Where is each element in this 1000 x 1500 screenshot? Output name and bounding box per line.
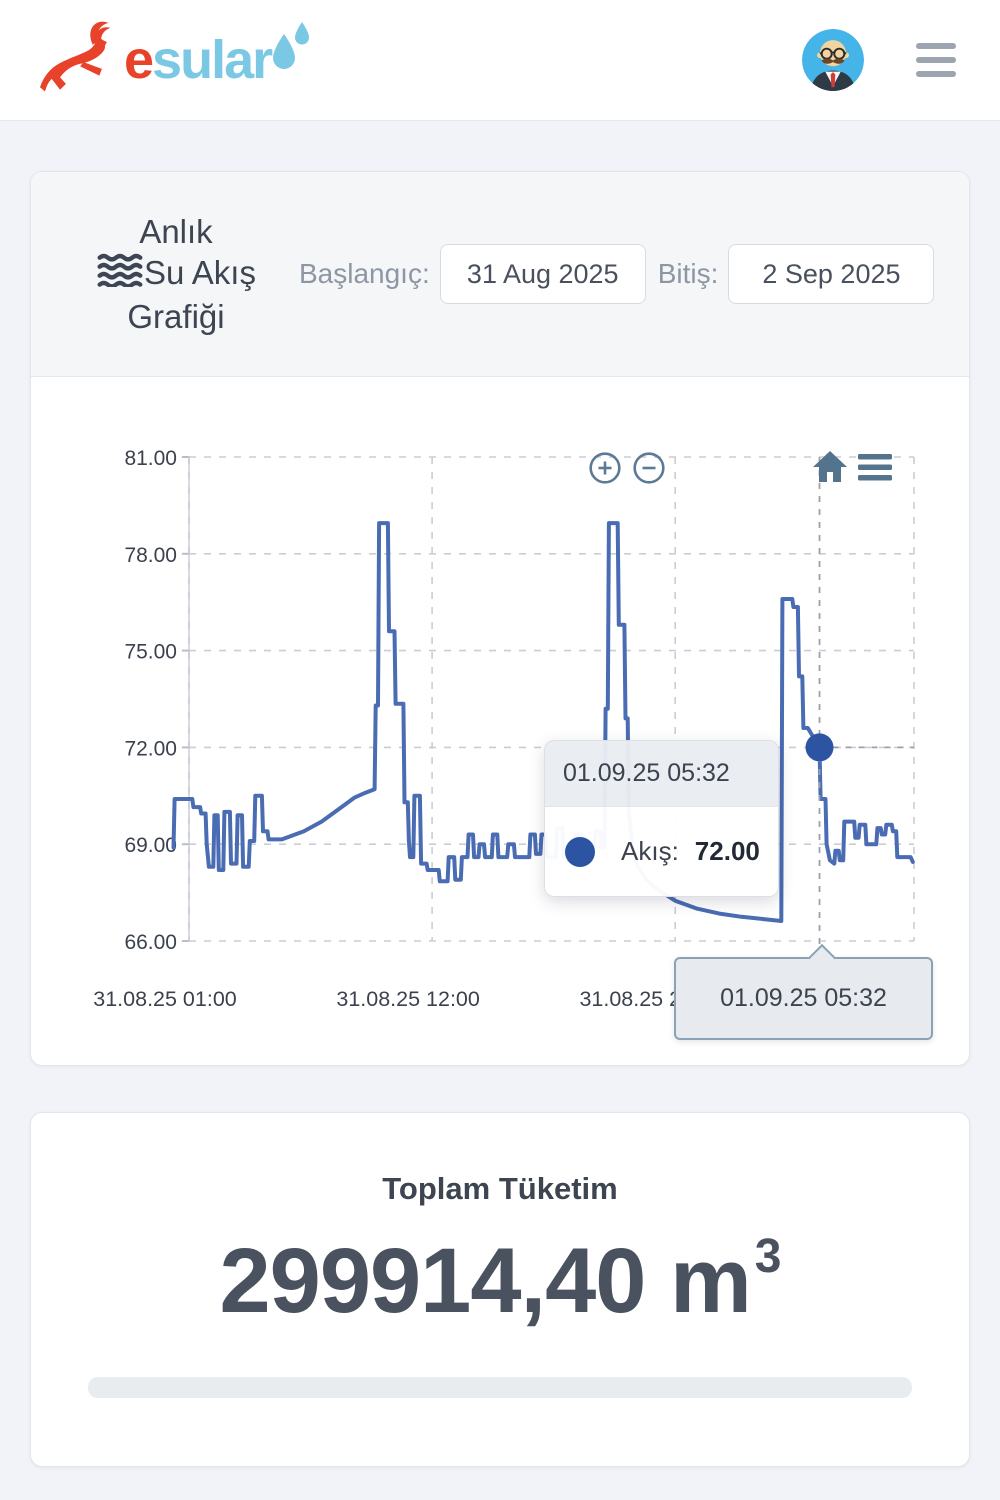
hamburger-icon bbox=[916, 71, 956, 77]
end-date-label: Bitiş: bbox=[657, 258, 719, 289]
chart-area: 81.00 78.00 75.00 72.00 69.00 66.00 31.08.25 0… bbox=[31, 377, 969, 1065]
chart-tooltip: 01.09.25 05:32 Akış: 72.00 bbox=[544, 740, 779, 897]
x-axis-label: 31.08.25 01:00 bbox=[93, 987, 237, 1011]
y-axis-label: 72.00 bbox=[124, 737, 177, 760]
goat-logo-icon bbox=[40, 15, 132, 106]
zoom-in-icon bbox=[589, 452, 621, 484]
y-axis-label: 69.00 bbox=[124, 834, 177, 857]
logo-letter-e: e bbox=[124, 30, 154, 90]
hamburger-icon bbox=[916, 43, 956, 49]
axis-date-tooltip: 01.09.25 05:32 bbox=[674, 943, 933, 1040]
y-axis-label: 66.00 bbox=[124, 931, 177, 954]
logo-word-sular: sular bbox=[152, 30, 273, 90]
user-avatar[interactable] bbox=[802, 29, 864, 91]
chart-title-line3: Grafiği bbox=[127, 298, 225, 335]
progress-track bbox=[88, 1377, 912, 1398]
series-dot-icon bbox=[565, 836, 595, 867]
x-axis-label: 31.08.25 12:00 bbox=[336, 987, 480, 1011]
flow-line bbox=[171, 521, 915, 923]
marker-dot bbox=[805, 733, 834, 762]
top-bar: esular bbox=[0, 0, 1000, 121]
hamburger-menu-button[interactable] bbox=[912, 39, 960, 81]
total-consumption-title: Toplam Tüketim bbox=[382, 1171, 618, 1206]
total-consumption-value: 299914,40 m3 bbox=[219, 1230, 782, 1332]
axis-tooltip-label: 01.09.25 05:32 bbox=[720, 984, 887, 1012]
top-bar-actions bbox=[802, 29, 960, 91]
home-reset-button[interactable] bbox=[812, 450, 848, 483]
chart-menu-icon bbox=[858, 454, 892, 481]
flow-chart-card: Anlık Su Akış Grafiği bbox=[30, 171, 970, 1066]
page-content: Anlık Su Akış Grafiği bbox=[0, 121, 1000, 1467]
water-waves-icon bbox=[96, 253, 143, 296]
chart-title-line1: Anlık bbox=[139, 213, 213, 250]
hamburger-icon bbox=[916, 57, 956, 63]
zoom-in-button[interactable] bbox=[588, 451, 622, 485]
app-logo: esular bbox=[40, 15, 311, 106]
chart-title: Anlık Su Akış Grafiği bbox=[81, 211, 271, 337]
chart-title-line2: Su Akış bbox=[81, 252, 271, 296]
end-date-input[interactable]: 2 Sep 2025 bbox=[728, 244, 935, 304]
chart-menu-button[interactable] bbox=[858, 454, 892, 481]
y-axis-label: 75.00 bbox=[124, 641, 177, 664]
tooltip-timestamp: 01.09.25 05:32 bbox=[544, 740, 779, 807]
zoom-out-icon bbox=[633, 452, 665, 484]
zoom-out-button[interactable] bbox=[632, 451, 666, 485]
tooltip-series-label: Akış: bbox=[621, 836, 679, 866]
start-date-input[interactable]: 31 Aug 2025 bbox=[439, 244, 646, 304]
tooltip-body: Akış: 72.00 bbox=[544, 807, 779, 897]
chart-card-header: Anlık Su Akış Grafiği bbox=[31, 172, 969, 377]
total-consumption-card: Toplam Tüketim 299914,40 m3 bbox=[30, 1112, 970, 1467]
y-axis-label: 81.00 bbox=[124, 447, 177, 470]
start-date-label: Başlangıç: bbox=[299, 258, 430, 289]
waterdrop-icon bbox=[269, 21, 311, 85]
logo-wordmark: esular bbox=[124, 30, 273, 90]
cubic-exponent: 3 bbox=[754, 1230, 782, 1283]
y-axis-label: 78.00 bbox=[124, 544, 177, 567]
home-icon bbox=[813, 451, 847, 482]
tooltip-value: 72.00 bbox=[694, 836, 760, 866]
